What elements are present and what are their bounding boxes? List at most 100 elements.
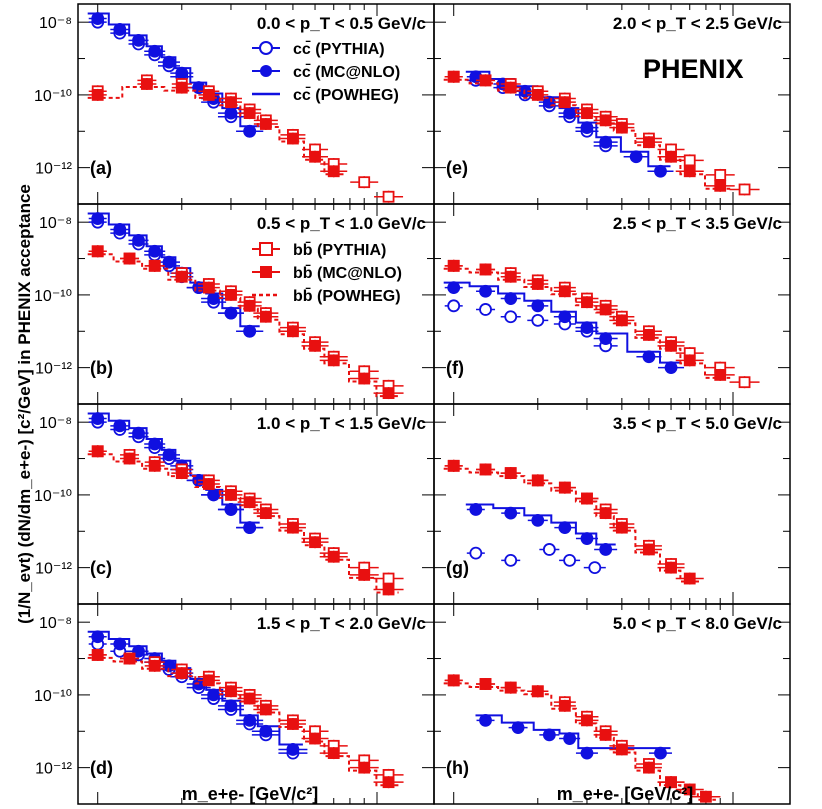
bbbar-mcnlo-point (447, 674, 460, 687)
bbbar-mcnlo-point (558, 96, 571, 109)
legend-bbbar: bb̄ (PYTHIA) bb̄ (MC@NLO) bb̄ (POWHEG) (252, 240, 402, 305)
bbbar-mcnlo-point (531, 474, 544, 487)
bbbar-mcnlo-point (599, 303, 612, 316)
ccbar-mcnlo-point (243, 521, 257, 535)
bbbar-mcnlo-point (665, 776, 677, 789)
ccbar-mcnlo-point (642, 350, 656, 364)
panel-frame (433, 603, 791, 805)
ccbar-mcnlo-point (531, 513, 545, 527)
series (466, 543, 606, 575)
ccbar-pythia-point (479, 303, 492, 316)
bbbar-pythia-point (738, 376, 751, 389)
bbbar-powheg-curve (443, 682, 716, 801)
bbbar-pythia-point (683, 154, 696, 167)
ccbar-mcnlo-point (599, 543, 613, 556)
bbbar-mcnlo-point (714, 369, 727, 381)
bbbar-mcnlo-point (665, 150, 677, 163)
bbbar-mcnlo-point (358, 761, 371, 774)
bbbar-mcnlo-point (447, 459, 460, 472)
panel-letter: (h) (446, 758, 469, 778)
bbbar-powheg-curve (87, 656, 399, 787)
ccbar-mcnlo-point (580, 121, 594, 135)
bbbar-mcnlo-point (202, 89, 215, 101)
bbbar-mcnlo-point (327, 747, 340, 759)
bbbar-pythia-point (358, 176, 371, 189)
panel-h: 1105.0 < p_T < 8.0 GeV/c(h) (433, 603, 791, 805)
ccbar-mcnlo-point (599, 135, 613, 149)
ccbar-mcnlo-point (599, 332, 613, 345)
bbbar-mcnlo-point (148, 259, 161, 272)
ccbar-pythia-point (531, 313, 545, 327)
ccbar-mcnlo-point (580, 746, 594, 760)
ccbar-mcnlo-point (224, 699, 238, 713)
bbbar-mcnlo-point (287, 521, 299, 534)
series (444, 259, 760, 389)
bbbar-mcnlo-point (599, 729, 612, 741)
bbbar-mcnlo-point (309, 732, 321, 745)
bbbar-mcnlo-point (615, 314, 628, 327)
bbbar-mcnlo-point (581, 714, 593, 727)
ccbar-pythia-point (447, 299, 461, 313)
ccbar-mcnlo-point (558, 310, 572, 324)
legend-label: cc̄ (POWHEG) (293, 85, 399, 104)
panel-c: 10⁻⁸ 10⁻¹⁰ 10⁻¹² 1.0 < p_T < 1.5 GeV/c (c) (34, 403, 435, 605)
bbbar-mcnlo-point (91, 245, 104, 258)
bbbar-mcnlo-point (202, 674, 215, 687)
series (444, 299, 618, 353)
ccbar-mcnlo-point (563, 106, 577, 120)
ccbar-mcnlo-point (504, 506, 518, 520)
open-square-marker (259, 242, 273, 256)
ccbar-mcnlo-point (542, 728, 556, 742)
brand-label: PHENIX (643, 54, 744, 84)
panel-letter: (d) (90, 758, 113, 778)
panel-title: 2.0 < p_T < 2.5 GeV/c (613, 14, 782, 33)
bbbar-mcnlo-point (243, 692, 256, 705)
legend-label: cc̄ (PYTHIA) (293, 39, 385, 58)
ccbar-mcnlo-point (479, 713, 492, 727)
legend-ccbar: cc̄ (PYTHIA) cc̄ (MC@NLO) cc̄ (POWHEG) (252, 39, 400, 104)
legend-label: bb̄ (PYTHIA) (293, 240, 386, 259)
y-tick-label: 10⁻¹⁰ (34, 88, 72, 105)
bbbar-mcnlo-point (615, 521, 628, 534)
bbbar-mcnlo-point (558, 285, 571, 298)
open-circle-marker (259, 41, 273, 55)
legend-label: cc̄ (MC@NLO) (293, 62, 400, 81)
ccbar-mcnlo-point (563, 732, 577, 745)
ccbar-mcnlo-point (132, 644, 145, 658)
ccbar-mcnlo-point (91, 212, 105, 225)
legend-item-bb-mcnlo: bb̄ (MC@NLO) (252, 263, 402, 282)
y-tick-label: 10⁻¹² (35, 761, 73, 778)
bbbar-mcnlo-point (665, 339, 677, 352)
ccbar-mcnlo-point (132, 33, 145, 47)
series (443, 259, 735, 381)
ccbar-mcnlo-point (531, 299, 545, 313)
bbbar-mcnlo-point (479, 463, 492, 476)
bbbar-mcnlo-point (175, 270, 188, 283)
bbbar-mcnlo-point (643, 761, 655, 774)
ccbar-pythia-point (469, 546, 483, 560)
bbbar-mcnlo-point (259, 118, 272, 130)
bbbar-mcnlo-point (225, 289, 237, 301)
bbbar-mcnlo-point (599, 507, 612, 519)
y-axis-title: (1/N_evt) (dN/dm_e+e-) [c²/GeV] in PHENI… (15, 184, 34, 624)
series (475, 713, 672, 760)
series (87, 445, 404, 596)
bbbar-mcnlo-point (581, 296, 593, 309)
y-tick-label: 10⁻⁸ (39, 15, 72, 32)
series (465, 503, 618, 556)
panel-letter: (e) (446, 158, 468, 178)
y-tick-label: 10⁻⁸ (39, 615, 72, 632)
bbbar-mcnlo-point (531, 685, 544, 698)
bbbar-mcnlo-point (148, 459, 161, 472)
ccbar-mcnlo-point (91, 630, 105, 644)
bbbar-mcnlo-point (615, 743, 628, 756)
ccbar-pythia-point (563, 553, 577, 567)
ccbar-mcnlo-point (113, 637, 127, 651)
series (444, 70, 760, 196)
panel-frame (77, 603, 435, 805)
ccbar-mcnlo-point (91, 12, 105, 25)
bbbar-mcnlo-point (327, 165, 340, 178)
bbbar-mcnlo-point (599, 114, 612, 127)
bbbar-mcnlo-point (358, 372, 371, 385)
ccbar-mcnlo-point (224, 503, 238, 516)
